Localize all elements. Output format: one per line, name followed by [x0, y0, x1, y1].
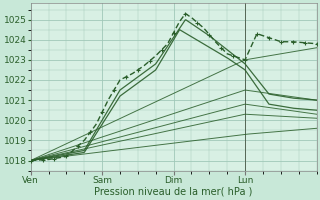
X-axis label: Pression niveau de la mer( hPa ): Pression niveau de la mer( hPa ) [94, 187, 253, 197]
